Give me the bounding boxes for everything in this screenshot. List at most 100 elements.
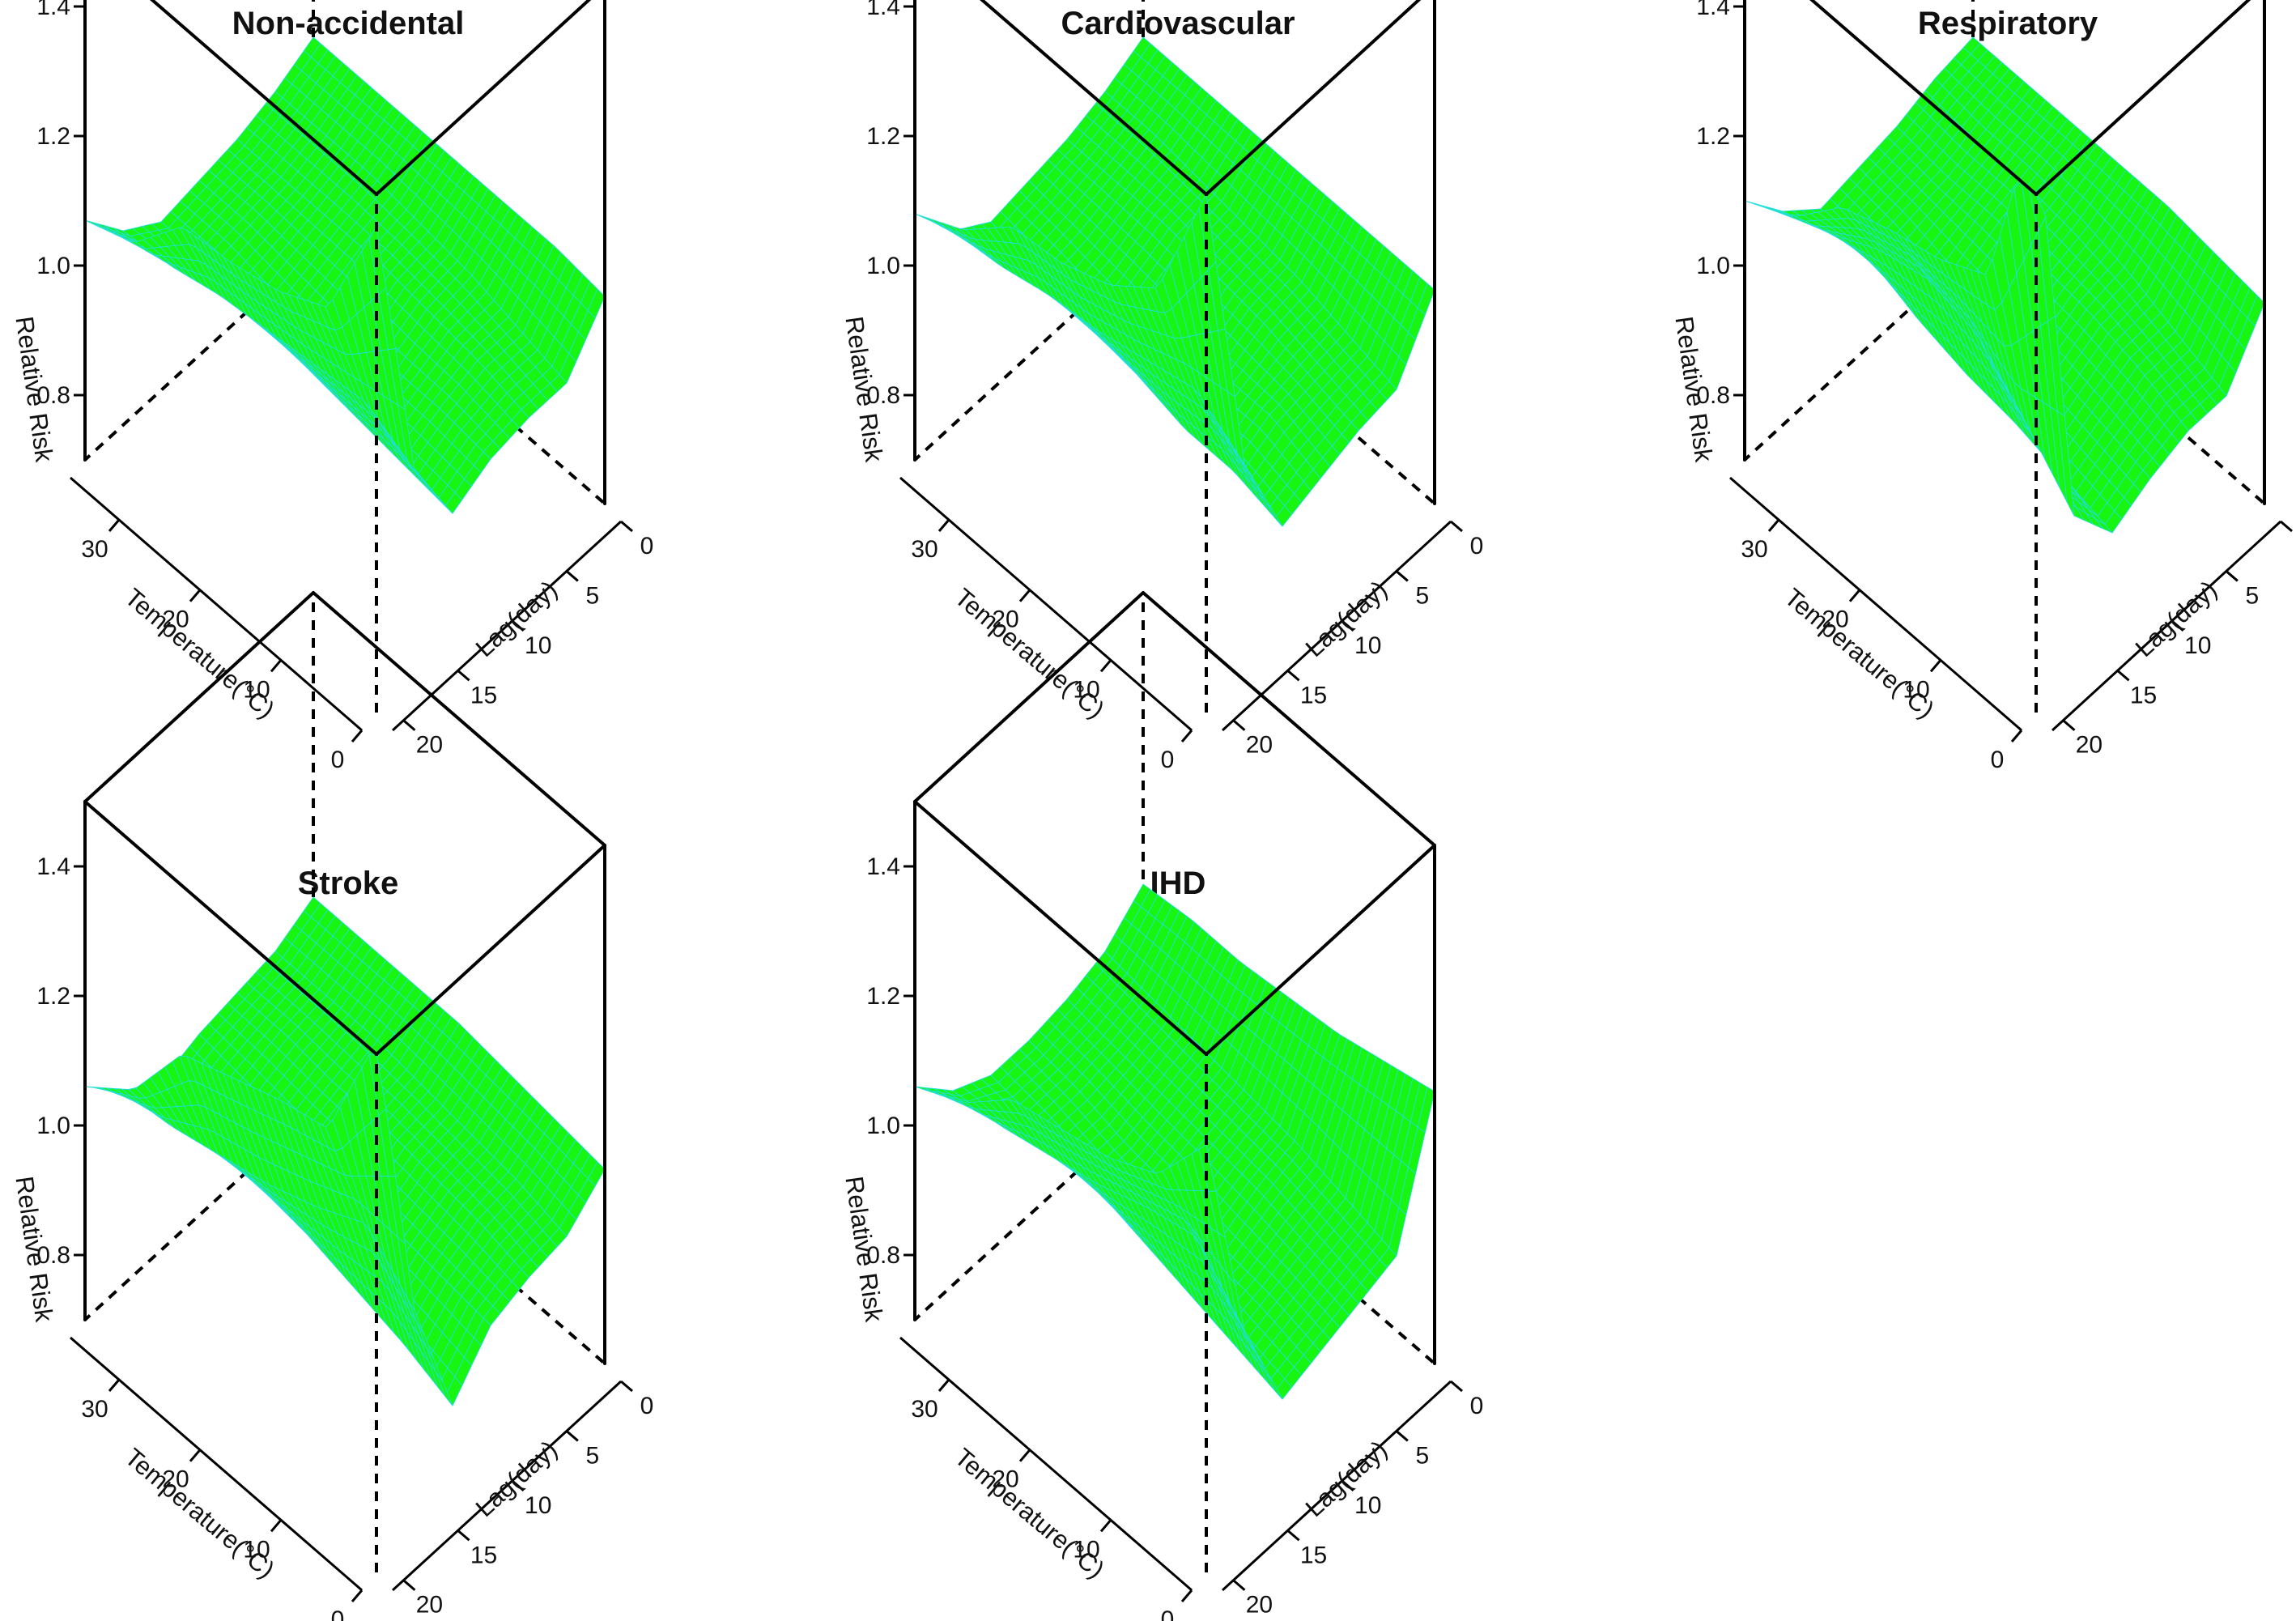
lag-tick-label: 0 bbox=[640, 1393, 654, 1419]
temperature-tick bbox=[1767, 519, 1780, 532]
lag-tick bbox=[2062, 719, 2076, 731]
temperature-tick bbox=[2010, 730, 2023, 742]
lag-tick-label: 15 bbox=[470, 682, 497, 708]
temperature-tick bbox=[108, 519, 121, 532]
box-edge bbox=[375, 0, 592, 196]
lag-tick bbox=[620, 520, 633, 533]
lag-tick bbox=[2225, 570, 2239, 582]
temperature-axis-line bbox=[1729, 476, 2022, 732]
lag-tick-label: 20 bbox=[416, 732, 443, 759]
risk-tick-label: 1.4 bbox=[36, 853, 70, 880]
box-edge bbox=[913, 591, 1145, 803]
lag-tick-label: 0 bbox=[640, 533, 654, 559]
lag-tick-label: 20 bbox=[2076, 732, 2103, 759]
temperature-tick bbox=[351, 730, 364, 742]
lag-tick bbox=[402, 1579, 416, 1591]
temperature-tick bbox=[108, 1379, 121, 1392]
temperature-axis-label: Temperature(°C) bbox=[950, 583, 1110, 724]
lag-tick bbox=[565, 570, 579, 582]
temperature-tick-label: 30 bbox=[81, 536, 108, 563]
lag-tick bbox=[402, 719, 416, 731]
temperature-tick bbox=[270, 659, 283, 673]
lag-tick bbox=[2280, 520, 2293, 533]
temperature-tick-label: 20 bbox=[162, 606, 189, 633]
lag-tick bbox=[457, 1530, 470, 1542]
temperature-tick bbox=[1180, 730, 1193, 742]
temperature-axis-line bbox=[70, 476, 363, 732]
lag-tick bbox=[1232, 719, 1246, 731]
lag-tick-label: 5 bbox=[1416, 582, 1430, 609]
lag-tick bbox=[1341, 619, 1354, 632]
temperature-tick bbox=[189, 1449, 202, 1462]
box-edge bbox=[375, 844, 606, 1056]
temperature-tick-label: 30 bbox=[911, 1396, 938, 1423]
temperature-tick-label: 10 bbox=[1073, 676, 1099, 703]
lag-tick bbox=[511, 619, 525, 632]
lag-tick bbox=[620, 1380, 633, 1393]
lag-tick-label: 10 bbox=[525, 632, 551, 659]
temperature-tick bbox=[1099, 659, 1112, 673]
risk-tick-label: 1.2 bbox=[36, 123, 70, 150]
temperature-tick-label: 30 bbox=[911, 536, 938, 563]
lag-tick-label: 0 bbox=[1470, 533, 1484, 559]
lag-tick bbox=[565, 1430, 579, 1442]
temperature-tick bbox=[189, 589, 202, 602]
temperature-tick bbox=[1018, 1449, 1031, 1462]
temperature-axis-label: Temperature(°C) bbox=[120, 1443, 280, 1584]
temperature-tick-label: 0 bbox=[331, 747, 345, 773]
lag-tick-label: 10 bbox=[1354, 632, 1381, 659]
lag-tick-label: 5 bbox=[586, 582, 600, 609]
temperature-tick-label: 20 bbox=[992, 606, 1018, 633]
temperature-tick bbox=[938, 519, 950, 532]
risk-tick-label: 1.2 bbox=[866, 123, 900, 150]
surface-cell bbox=[1198, 193, 1217, 270]
temperature-tick-label: 30 bbox=[81, 1396, 108, 1423]
panel-non-accidental: Non-accidental 0 10 20 30 0 5 10 15 20 0.8 1.0 1.2 1.… bbox=[10, 0, 653, 773]
temperature-tick bbox=[1099, 1519, 1112, 1533]
risk-tick-label: 0.8 bbox=[36, 382, 70, 409]
risk-tick-label: 1.0 bbox=[36, 1113, 70, 1139]
risk-tick-label: 1.2 bbox=[36, 983, 70, 1010]
box-edge bbox=[312, 591, 606, 847]
lag-tick-label: 5 bbox=[2246, 582, 2260, 609]
lag-tick-label: 15 bbox=[1300, 682, 1327, 708]
box-hidden-edge bbox=[83, 249, 315, 462]
temperature-tick bbox=[1848, 589, 1861, 602]
risk-tick-label: 1.0 bbox=[36, 253, 70, 279]
lag-tick bbox=[2116, 670, 2130, 682]
temperature-axis-line bbox=[70, 1336, 363, 1592]
temperature-tick-label: 0 bbox=[1161, 747, 1175, 773]
panel-title: Respiratory bbox=[1918, 6, 2098, 41]
risk-surface bbox=[1744, 36, 2265, 534]
temperature-axis-label: Temperature(°C) bbox=[1779, 583, 1940, 724]
lag-tick bbox=[457, 670, 470, 682]
temperature-tick bbox=[270, 1519, 283, 1533]
temperature-tick bbox=[1180, 1589, 1193, 1602]
temperature-tick bbox=[351, 1589, 364, 1602]
box-hidden-edge bbox=[1743, 249, 1975, 462]
lag-tick-label: 20 bbox=[1246, 732, 1273, 759]
temperature-tick bbox=[1929, 659, 1942, 673]
temperature-axis-line bbox=[899, 1336, 1193, 1592]
temperature-axis-line bbox=[899, 476, 1193, 732]
box-hidden-edge bbox=[913, 249, 1145, 462]
risk-surface bbox=[914, 883, 1435, 1400]
risk-tick-label: 1.4 bbox=[1696, 0, 1730, 20]
temperature-tick-label: 10 bbox=[243, 676, 270, 703]
box-edge bbox=[150, 0, 378, 196]
lag-tick-label: 10 bbox=[2184, 632, 2211, 659]
box-edge bbox=[1205, 0, 1422, 196]
panel-title: Non-accidental bbox=[232, 6, 465, 41]
temperature-tick-label: 0 bbox=[331, 1606, 345, 1621]
risk-tick-label: 1.4 bbox=[36, 0, 70, 20]
box-hidden-edge bbox=[312, 249, 606, 505]
lag-tick-label: 15 bbox=[470, 1542, 497, 1568]
lag-tick bbox=[1395, 570, 1409, 582]
temperature-axis-label: Temperature(°C) bbox=[120, 583, 280, 724]
lag-tick-label: 10 bbox=[525, 1492, 551, 1519]
box-edge bbox=[980, 0, 1208, 196]
risk-tick-label: 0.8 bbox=[866, 382, 900, 409]
risk-tick-label: 1.4 bbox=[866, 0, 900, 20]
